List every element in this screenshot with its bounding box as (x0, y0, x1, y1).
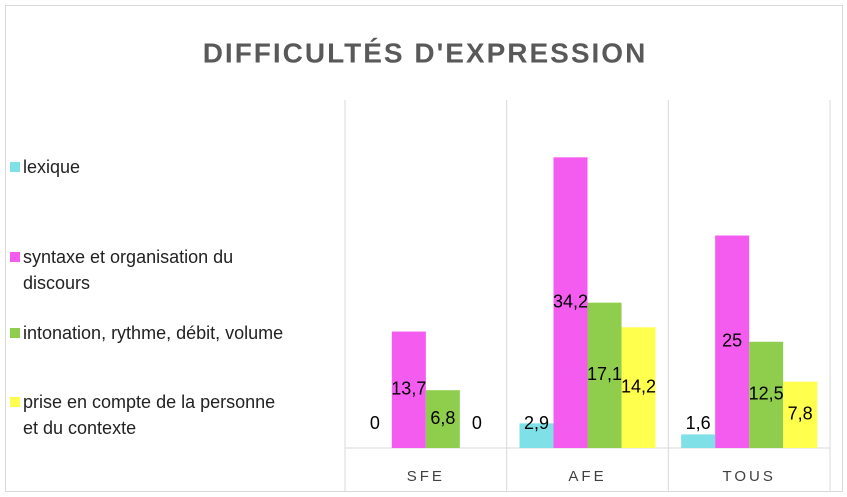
legend-label: intonation, rythme, débit, volume (23, 323, 284, 343)
bar (715, 235, 750, 448)
bar (425, 390, 460, 448)
bar (749, 341, 784, 448)
data-label: 34,2 (553, 291, 588, 311)
data-label: 0 (472, 413, 482, 433)
legend-item: intonation, rythme, débit, volume (10, 320, 300, 346)
data-label: 2,9 (524, 413, 549, 433)
legend-item: prise en compte de la personne et du con… (10, 389, 300, 441)
bar (681, 434, 716, 448)
data-label: 1,6 (686, 413, 711, 433)
legend-swatch (10, 328, 20, 338)
bar (553, 157, 588, 449)
data-label: 12,5 (749, 384, 784, 404)
x-tick-label: TOUS (722, 468, 775, 485)
data-label: 13,7 (391, 379, 426, 399)
bar (783, 381, 818, 448)
data-label: 0 (370, 413, 380, 433)
data-label: 6,8 (430, 408, 455, 428)
legend-swatch (10, 252, 20, 262)
bar (587, 302, 622, 448)
legend-label: lexique (23, 157, 81, 177)
legend-item: syntaxe et organisation du discours (10, 244, 300, 296)
legend-swatch (10, 162, 20, 172)
legend-label: prise en compte de la personne et du con… (23, 392, 276, 438)
bar (621, 327, 656, 448)
x-tick-label: SFE (407, 468, 445, 485)
chart-title: DIFFICULTÉS D'EXPRESSION (203, 37, 648, 68)
data-label: 7,8 (788, 404, 813, 424)
bar (519, 423, 554, 448)
data-label: 17,1 (587, 364, 622, 384)
legend-item: lexique (10, 154, 300, 180)
legend-label: syntaxe et organisation du discours (23, 247, 234, 293)
data-label: 25 (722, 331, 742, 351)
legend-swatch (10, 397, 20, 407)
bar (391, 331, 426, 448)
x-tick-label: AFE (568, 468, 606, 485)
data-label: 14,2 (621, 376, 656, 396)
